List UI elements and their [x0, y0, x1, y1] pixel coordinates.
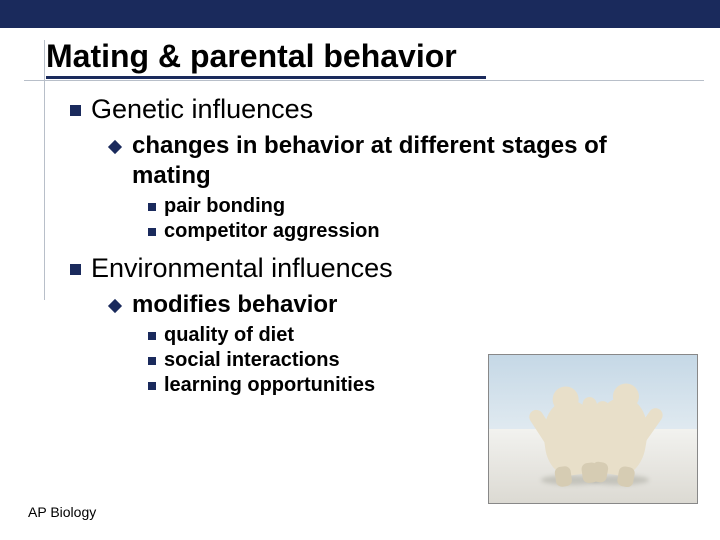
- top-bar: [0, 0, 720, 28]
- small-square-icon: [148, 203, 156, 211]
- list-item: competitor aggression: [148, 220, 690, 243]
- item-text: quality of diet: [164, 324, 294, 346]
- title-underline: [46, 76, 486, 79]
- section-heading: Environmental influences: [70, 253, 690, 284]
- footer-label: AP Biology: [28, 504, 96, 520]
- content-area: Genetic influences changes in behavior a…: [70, 90, 690, 399]
- small-square-icon: [148, 382, 156, 390]
- square-bullet-icon: [70, 105, 81, 116]
- small-square-icon: [148, 357, 156, 365]
- diamond-bullet-icon: [108, 299, 122, 313]
- item-text: social interactions: [164, 349, 340, 371]
- small-square-icon: [148, 332, 156, 340]
- sub-point: changes in behavior at different stages …: [110, 131, 690, 191]
- item-text: learning opportunities: [164, 374, 375, 396]
- item-text: competitor aggression: [164, 220, 380, 242]
- square-bullet-icon: [70, 264, 81, 275]
- heading-text: Environmental influences: [91, 253, 393, 283]
- polar-bears-image: [488, 354, 698, 504]
- heading-text: Genetic influences: [91, 94, 313, 124]
- diamond-bullet-icon: [108, 140, 122, 154]
- sub-text: changes in behavior at different stages …: [132, 132, 607, 189]
- sub-point: modifies behavior: [110, 290, 690, 320]
- slide-title: Mating & parental behavior: [46, 38, 457, 75]
- list-item: quality of diet: [148, 324, 690, 347]
- list-item: pair bonding: [148, 195, 690, 218]
- small-square-icon: [148, 228, 156, 236]
- sub-text: modifies behavior: [132, 291, 337, 318]
- section-heading: Genetic influences: [70, 94, 690, 125]
- item-text: pair bonding: [164, 195, 285, 217]
